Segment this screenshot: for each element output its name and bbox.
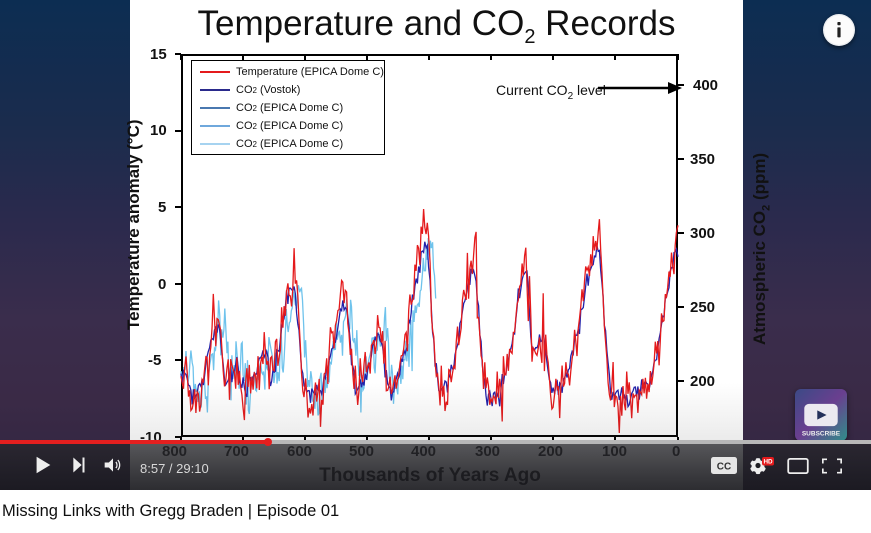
svg-text:SUBSCRIBE: SUBSCRIBE xyxy=(802,430,841,437)
svg-text:CC: CC xyxy=(717,462,731,473)
svg-text:HD: HD xyxy=(763,459,773,466)
